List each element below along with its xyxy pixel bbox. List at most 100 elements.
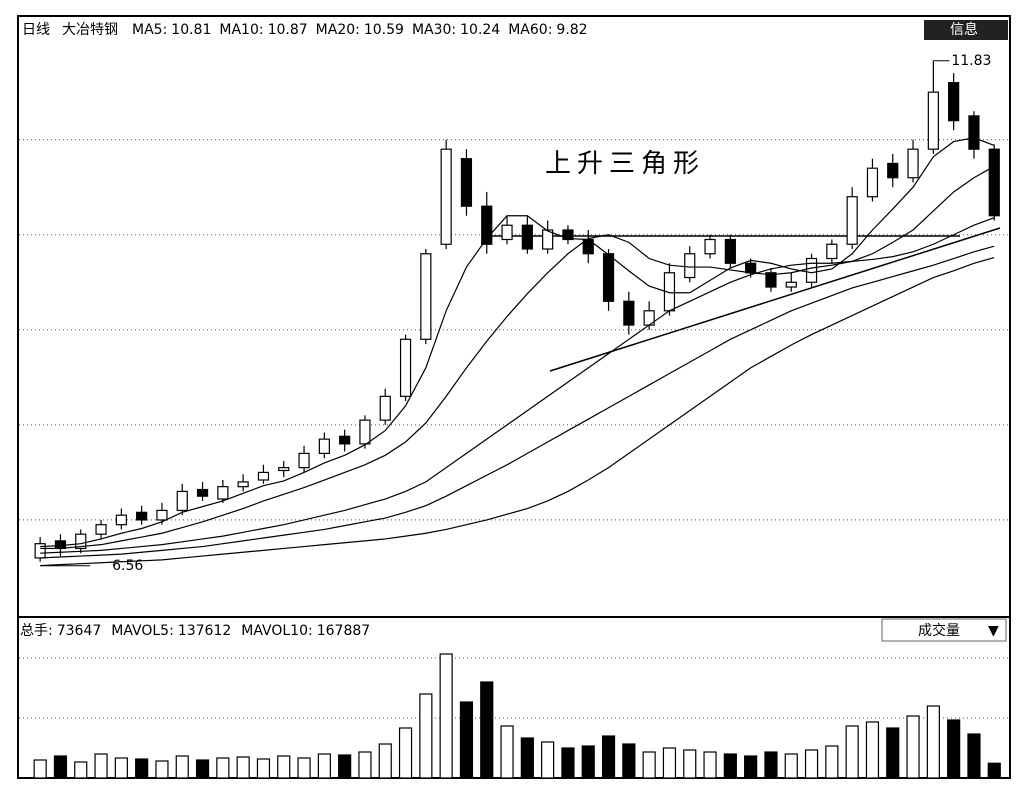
candle-body xyxy=(542,229,554,250)
candle-body xyxy=(95,524,107,535)
volume-bar xyxy=(825,745,839,779)
volume-bar xyxy=(317,753,331,779)
candle-body xyxy=(440,148,452,245)
low-label: 6.56 xyxy=(112,558,143,574)
candle-body xyxy=(846,196,858,245)
volume-bar xyxy=(297,757,311,779)
volume-legend-label: MAVOL5: xyxy=(111,623,174,639)
volume-bar xyxy=(865,721,880,779)
volume-bar xyxy=(439,653,453,779)
volume-bar xyxy=(561,747,575,779)
volume-bar xyxy=(581,745,595,779)
candle-body xyxy=(359,419,371,445)
ma-line xyxy=(40,245,995,559)
candle-body xyxy=(176,490,188,512)
volume-bar xyxy=(967,733,981,779)
pattern-annotation: 上升三角形 xyxy=(545,149,705,179)
volume-bar xyxy=(459,701,474,779)
volume-bar xyxy=(135,758,149,779)
ma-line xyxy=(40,217,995,554)
candle-body xyxy=(887,162,899,179)
candle-body xyxy=(257,471,270,481)
volume-bar xyxy=(845,725,859,779)
candle-body xyxy=(136,511,148,521)
volume-legend-value: 137612 xyxy=(178,623,231,639)
volume-bar xyxy=(94,753,108,779)
ma-legend-label: MA60: xyxy=(508,22,552,38)
candle-body xyxy=(988,148,1000,217)
volume-bar xyxy=(764,751,778,779)
candle-body xyxy=(745,262,757,274)
ma-legend-value: 10.24 xyxy=(460,22,500,38)
volume-bar xyxy=(703,751,717,779)
volume-bar xyxy=(662,747,677,779)
volume-bar xyxy=(216,757,230,779)
candle-body xyxy=(298,452,310,469)
volume-bar xyxy=(277,755,291,779)
candle-body xyxy=(460,158,473,207)
volume-bar xyxy=(358,751,372,779)
candle-body xyxy=(379,395,391,421)
candle-body xyxy=(602,253,615,302)
volume-bar xyxy=(175,755,189,779)
volume-bar xyxy=(601,735,616,779)
candle-body xyxy=(927,91,939,150)
candle-body xyxy=(704,238,716,255)
candle-body xyxy=(156,509,168,521)
ma-legend-value: 10.59 xyxy=(364,22,404,38)
header: 日线 大冶特钢 xyxy=(22,22,118,38)
volume-bar xyxy=(195,759,210,779)
volume-bar xyxy=(541,741,555,779)
volume-legend-label: MAVOL10: xyxy=(241,623,312,639)
info-button-label[interactable]: 信息 xyxy=(950,21,978,38)
indicator-selector-label[interactable]: 成交量 xyxy=(918,622,960,639)
volume-bar xyxy=(520,737,534,779)
indicator-selector[interactable] xyxy=(881,618,1007,642)
candle-body xyxy=(339,435,351,445)
volume-bar xyxy=(500,725,514,779)
volume-bar xyxy=(906,715,920,779)
volume-bar xyxy=(155,760,169,779)
candle-body xyxy=(278,467,290,472)
info-button[interactable] xyxy=(924,20,1008,40)
candle-body xyxy=(399,338,412,397)
ma-legend-label: MA20: xyxy=(316,22,360,38)
candle-body xyxy=(623,300,635,326)
ma-legend-label: MA30: xyxy=(412,22,456,38)
volume-bar xyxy=(398,727,413,779)
candle-body xyxy=(826,243,838,260)
volume-legend-label: 总手: xyxy=(20,623,53,639)
candle-body xyxy=(318,438,330,454)
volume-legend-value: 167887 xyxy=(317,623,370,639)
ma-line xyxy=(40,165,995,550)
volume-bar xyxy=(114,757,128,779)
volume-bar xyxy=(53,755,68,779)
volume-legend-value: 73647 xyxy=(57,623,102,639)
candle-body xyxy=(54,540,67,550)
dropdown-arrow[interactable]: ▼ xyxy=(988,623,999,639)
volume-bar xyxy=(744,755,758,779)
volume-bar xyxy=(74,761,88,779)
candle-body xyxy=(115,514,127,526)
ma-line xyxy=(40,256,995,567)
candle-body xyxy=(765,272,777,288)
volume-bar xyxy=(256,758,271,779)
candle-body xyxy=(562,229,574,241)
volume-bar xyxy=(622,743,636,779)
volume-bar xyxy=(338,754,352,779)
frame xyxy=(17,15,1011,779)
candle-body xyxy=(968,115,980,150)
volume-bar xyxy=(419,693,433,779)
volume-bar xyxy=(33,759,47,779)
volume-bar xyxy=(378,743,392,779)
volume-bar xyxy=(804,749,819,779)
ma-line xyxy=(40,137,995,548)
ma-legend-label: MA5: xyxy=(132,22,167,38)
candle-body xyxy=(785,281,797,288)
stock-name: 大冶特钢 xyxy=(62,22,118,38)
candle-body xyxy=(481,205,493,245)
volume-bar xyxy=(723,753,737,779)
ma-legend-label: MA10: xyxy=(219,22,263,38)
candle-body xyxy=(907,148,919,179)
